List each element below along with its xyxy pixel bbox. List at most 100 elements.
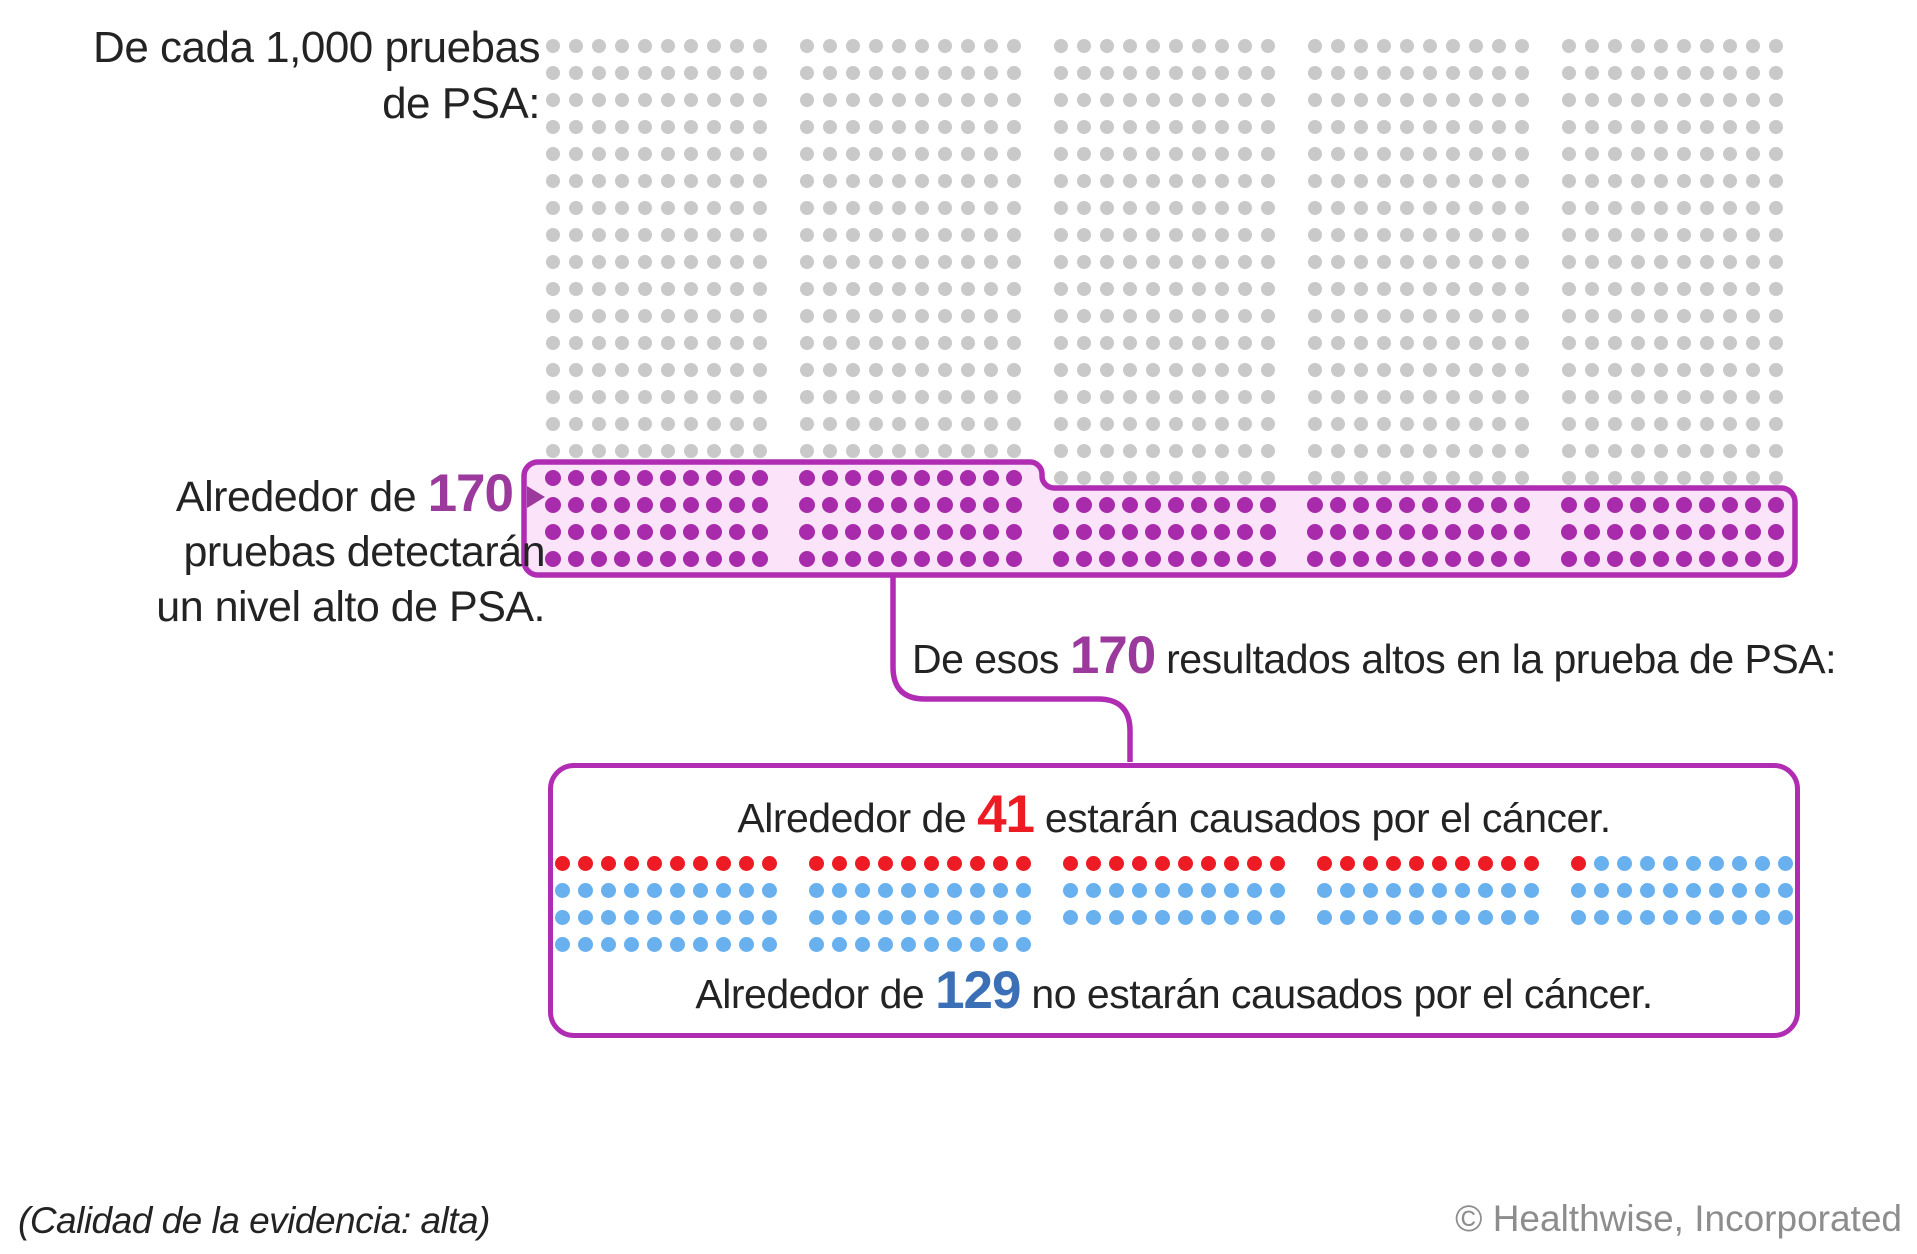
dot bbox=[1631, 228, 1645, 242]
dot bbox=[1054, 417, 1068, 431]
dot bbox=[1007, 390, 1021, 404]
dot bbox=[1100, 147, 1114, 161]
dot bbox=[1377, 201, 1391, 215]
dot bbox=[1400, 363, 1414, 377]
dot bbox=[1653, 497, 1669, 513]
dot bbox=[1585, 417, 1599, 431]
dot bbox=[1446, 363, 1460, 377]
dot bbox=[832, 910, 847, 925]
dot bbox=[984, 66, 998, 80]
dot bbox=[915, 390, 929, 404]
dot bbox=[1769, 66, 1783, 80]
dot bbox=[1308, 363, 1322, 377]
dot bbox=[1191, 524, 1207, 540]
dot bbox=[638, 363, 652, 377]
dot bbox=[1631, 417, 1645, 431]
dot bbox=[1169, 66, 1183, 80]
dot bbox=[1077, 39, 1091, 53]
dot bbox=[1169, 444, 1183, 458]
dot bbox=[1700, 147, 1714, 161]
dot bbox=[739, 883, 754, 898]
dot bbox=[800, 390, 814, 404]
dot bbox=[823, 282, 837, 296]
dot bbox=[1631, 201, 1645, 215]
dot bbox=[1317, 910, 1332, 925]
dot bbox=[1654, 255, 1668, 269]
dot bbox=[729, 551, 745, 567]
dot bbox=[1308, 174, 1322, 188]
dot bbox=[615, 417, 629, 431]
dot bbox=[730, 309, 744, 323]
dot bbox=[892, 228, 906, 242]
dot bbox=[1100, 309, 1114, 323]
dot bbox=[1054, 336, 1068, 350]
dot bbox=[1354, 363, 1368, 377]
dot bbox=[1007, 39, 1021, 53]
dot bbox=[592, 174, 606, 188]
dot bbox=[1699, 497, 1715, 513]
dot bbox=[1608, 228, 1622, 242]
dot bbox=[1340, 910, 1355, 925]
dot bbox=[823, 309, 837, 323]
dot bbox=[1585, 363, 1599, 377]
dot bbox=[1099, 551, 1115, 567]
dot bbox=[592, 336, 606, 350]
dot bbox=[684, 444, 698, 458]
dot bbox=[545, 524, 561, 540]
dot bbox=[1238, 417, 1252, 431]
dot bbox=[1501, 856, 1516, 871]
dot bbox=[1769, 417, 1783, 431]
dot bbox=[799, 524, 815, 540]
dot bbox=[800, 66, 814, 80]
dot bbox=[1492, 39, 1506, 53]
dot bbox=[1686, 883, 1701, 898]
dot bbox=[1654, 201, 1668, 215]
dot bbox=[822, 551, 838, 567]
dot bbox=[961, 444, 975, 458]
dot bbox=[592, 255, 606, 269]
dot bbox=[1515, 228, 1529, 242]
dot bbox=[1769, 444, 1783, 458]
dot bbox=[1769, 309, 1783, 323]
dot bbox=[1317, 856, 1332, 871]
dot bbox=[661, 93, 675, 107]
dot bbox=[901, 883, 916, 898]
dot bbox=[1409, 856, 1424, 871]
dot bbox=[1608, 174, 1622, 188]
dot bbox=[1515, 282, 1529, 296]
dot bbox=[1640, 883, 1655, 898]
dot bbox=[1631, 390, 1645, 404]
dot bbox=[1423, 336, 1437, 350]
dot bbox=[846, 228, 860, 242]
dot bbox=[624, 910, 639, 925]
dot bbox=[1376, 524, 1392, 540]
dot bbox=[1423, 147, 1437, 161]
dot bbox=[1145, 524, 1161, 540]
dot bbox=[1723, 39, 1737, 53]
dot bbox=[915, 93, 929, 107]
dot bbox=[753, 309, 767, 323]
dot bbox=[707, 66, 721, 80]
dot bbox=[961, 282, 975, 296]
dot bbox=[938, 174, 952, 188]
dot bbox=[1640, 856, 1655, 871]
dot bbox=[915, 201, 929, 215]
dot bbox=[970, 883, 985, 898]
dot bbox=[707, 147, 721, 161]
copyright-notice: © Healthwise, Incorporated bbox=[1455, 1198, 1902, 1239]
dot bbox=[546, 336, 560, 350]
dot bbox=[707, 417, 721, 431]
dot bbox=[984, 390, 998, 404]
dot bbox=[938, 309, 952, 323]
dot bbox=[730, 255, 744, 269]
dot bbox=[1076, 497, 1092, 513]
dot bbox=[1054, 255, 1068, 269]
dot bbox=[684, 417, 698, 431]
dot bbox=[1400, 93, 1414, 107]
dot bbox=[1745, 497, 1761, 513]
dot bbox=[869, 201, 883, 215]
dot bbox=[845, 497, 861, 513]
dot bbox=[1191, 497, 1207, 513]
dot bbox=[846, 93, 860, 107]
dot bbox=[1608, 201, 1622, 215]
